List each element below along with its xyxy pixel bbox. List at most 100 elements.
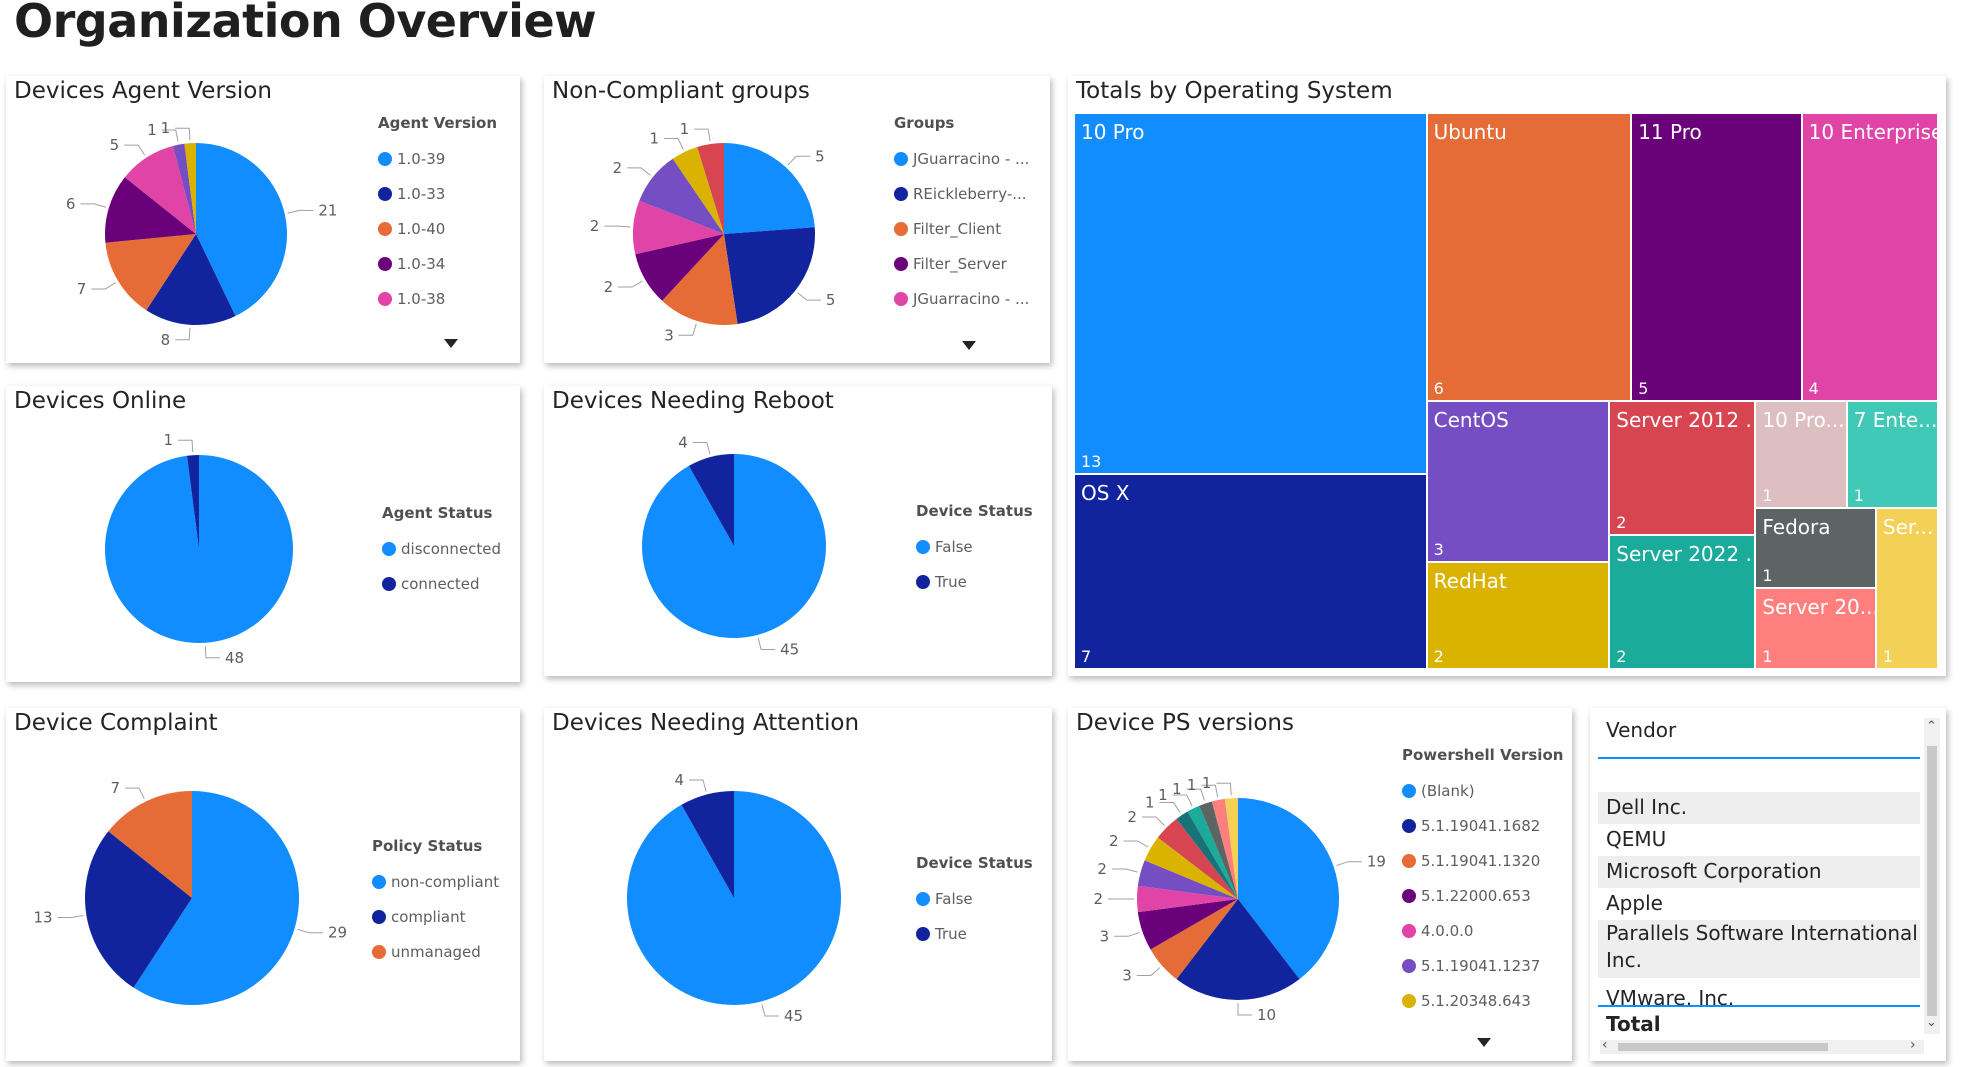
pie-slice[interactable] (105, 177, 196, 243)
scroll-up-chevron-icon[interactable]: ⌃ (1926, 719, 1937, 734)
legend-item[interactable]: 5.1.19041.1237 (1402, 948, 1563, 983)
noncompliant-groups-pie[interactable]: 5 5 3 2 2 2 1 1 (544, 76, 1050, 363)
legend-more-chevron-down-icon[interactable] (962, 341, 976, 350)
pie-slice[interactable] (639, 158, 724, 234)
scroll-right-chevron-icon[interactable]: › (1910, 1037, 1916, 1053)
treemap-tile[interactable]: RedHat 2 (1427, 562, 1611, 670)
legend-item[interactable]: 1.0-33 (378, 176, 497, 211)
pie-slice[interactable] (104, 455, 293, 643)
pie-slice[interactable] (186, 455, 199, 549)
horizontal-scroll-thumb[interactable] (1618, 1043, 1828, 1051)
legend-item[interactable]: (Blank) (1402, 773, 1563, 808)
scroll-left-chevron-icon[interactable]: ‹ (1602, 1037, 1608, 1053)
legend-item[interactable]: 5.1.20348.643 (1402, 983, 1563, 1018)
pie-slice[interactable] (1211, 798, 1238, 899)
agent-version-pie[interactable]: 21 8 7 6 5 1 1 (6, 76, 520, 363)
legend-item[interactable]: 5.1.19041.1320 (1402, 843, 1563, 878)
legend-more-chevron-down-icon[interactable] (1477, 1038, 1491, 1047)
legend-item[interactable]: compliant (372, 899, 499, 934)
legend-item[interactable]: Filter_Client (894, 211, 1029, 246)
pie-slice[interactable] (172, 143, 196, 234)
pie-slice[interactable] (1137, 860, 1238, 899)
treemap-tile[interactable]: 7 Ente... 1 (1847, 401, 1939, 509)
vendor-row[interactable]: Dell Inc. (1598, 792, 1920, 824)
pie-slice[interactable] (1224, 798, 1238, 899)
pie-slice[interactable] (1199, 801, 1238, 899)
legend-item[interactable]: Filter_Server (894, 246, 1029, 281)
treemap-tile[interactable]: 10 Pro... 1 (1756, 401, 1848, 509)
pie-slice[interactable] (1144, 837, 1238, 899)
treemap-tile[interactable]: 10 Enterprise 4 (1802, 114, 1939, 402)
treemap-tile[interactable]: Ubuntu 6 (1427, 114, 1633, 402)
pie-slice[interactable] (662, 234, 738, 326)
pie-slice[interactable] (1157, 818, 1238, 899)
pie-slice[interactable] (184, 143, 196, 234)
legend-item[interactable]: 5.1.22000.653 (1402, 878, 1563, 913)
pie-slice[interactable] (724, 227, 815, 324)
treemap-tile[interactable]: Server 2022 ... 2 (1610, 535, 1757, 670)
pie-slice[interactable] (724, 143, 815, 234)
legend-item[interactable]: connected (382, 566, 501, 601)
treemap-tile[interactable]: Server 20... 1 (1756, 589, 1877, 670)
legend-item[interactable]: False (916, 529, 1033, 564)
pie-slice[interactable] (146, 234, 236, 325)
pie-slice[interactable] (688, 454, 734, 546)
pie-slice[interactable] (108, 791, 192, 898)
legend-more-chevron-down-icon[interactable] (444, 339, 458, 348)
pie-slice[interactable] (1187, 805, 1239, 899)
vendor-row[interactable]: VMware, Inc. (1598, 980, 1920, 1006)
vendor-row[interactable]: Parallels Software International Inc. (1598, 920, 1920, 978)
vendor-row[interactable]: Apple (1598, 888, 1920, 920)
vertical-scroll-thumb[interactable] (1927, 746, 1937, 1016)
pie-slice[interactable] (133, 791, 300, 1005)
pie-slice[interactable] (697, 143, 724, 234)
treemap-tile[interactable]: 11 Pro 5 (1632, 114, 1803, 402)
legend-item[interactable]: False (916, 881, 1033, 916)
pie-slice[interactable] (1137, 899, 1238, 950)
legend-item[interactable]: disconnected (382, 531, 501, 566)
pie-slice[interactable] (1238, 798, 1339, 980)
pie-slice[interactable] (1150, 899, 1238, 980)
pie-slice[interactable] (1176, 899, 1300, 1000)
vertical-scrollbar[interactable]: ⌃ ⌄ (1924, 718, 1940, 1034)
legend-item[interactable]: unmanaged (372, 934, 499, 969)
legend-item[interactable]: True (916, 916, 1033, 951)
devices-online-pie[interactable]: 48 1 (6, 386, 520, 682)
pie-slice[interactable] (633, 200, 724, 255)
treemap-tile[interactable]: Fedora 1 (1756, 508, 1877, 590)
vendor-row[interactable]: Microsoft Corporation (1598, 856, 1920, 888)
pie-slice[interactable] (85, 831, 192, 988)
legend-item[interactable]: REickleberry-... (894, 176, 1029, 211)
legend-item[interactable]: 1.0-38 (378, 281, 497, 316)
treemap-tile[interactable]: CentOS 3 (1427, 401, 1611, 563)
scroll-down-chevron-icon[interactable]: ⌄ (1926, 1015, 1937, 1030)
needing-reboot-pie[interactable]: 45 4 (544, 386, 1052, 676)
treemap-tile[interactable]: Server 2012 ... 2 (1610, 401, 1757, 536)
treemap-tile[interactable]: Ser... 1 (1876, 508, 1939, 670)
legend-item[interactable]: JGuarracino - ... (894, 281, 1029, 316)
vendor-header[interactable]: Vendor (1606, 718, 1677, 742)
legend-item[interactable]: 1.0-40 (378, 211, 497, 246)
device-complaint-pie[interactable]: 29 13 7 (6, 708, 520, 1061)
pie-slice[interactable] (681, 791, 734, 898)
pie-slice[interactable] (635, 234, 724, 301)
pie-slice[interactable] (1137, 885, 1238, 913)
pie-slice[interactable] (124, 145, 196, 234)
horizontal-scrollbar[interactable]: ‹ › (1600, 1037, 1924, 1054)
legend-item[interactable]: 4.0.0.0 (1402, 913, 1563, 948)
vendor-row[interactable]: QEMU (1598, 824, 1920, 856)
needing-attention-pie[interactable]: 45 4 (544, 708, 1052, 1061)
legend-item[interactable]: True (916, 564, 1033, 599)
pie-slice[interactable] (105, 234, 196, 311)
legend-item[interactable]: 5.1.19041.1682 (1402, 808, 1563, 843)
legend-item[interactable]: JGuarracino - ... (894, 141, 1029, 176)
pie-slice[interactable] (672, 147, 724, 234)
legend-item[interactable]: 1.0-39 (378, 141, 497, 176)
treemap-tile[interactable]: 10 Pro 13 (1075, 114, 1428, 476)
legend-item[interactable]: 1.0-34 (378, 246, 497, 281)
pie-slice[interactable] (1176, 811, 1238, 899)
pie-slice[interactable] (196, 143, 288, 316)
legend-item[interactable]: non-compliant (372, 864, 499, 899)
treemap-tile[interactable]: OS X 7 (1075, 475, 1428, 670)
